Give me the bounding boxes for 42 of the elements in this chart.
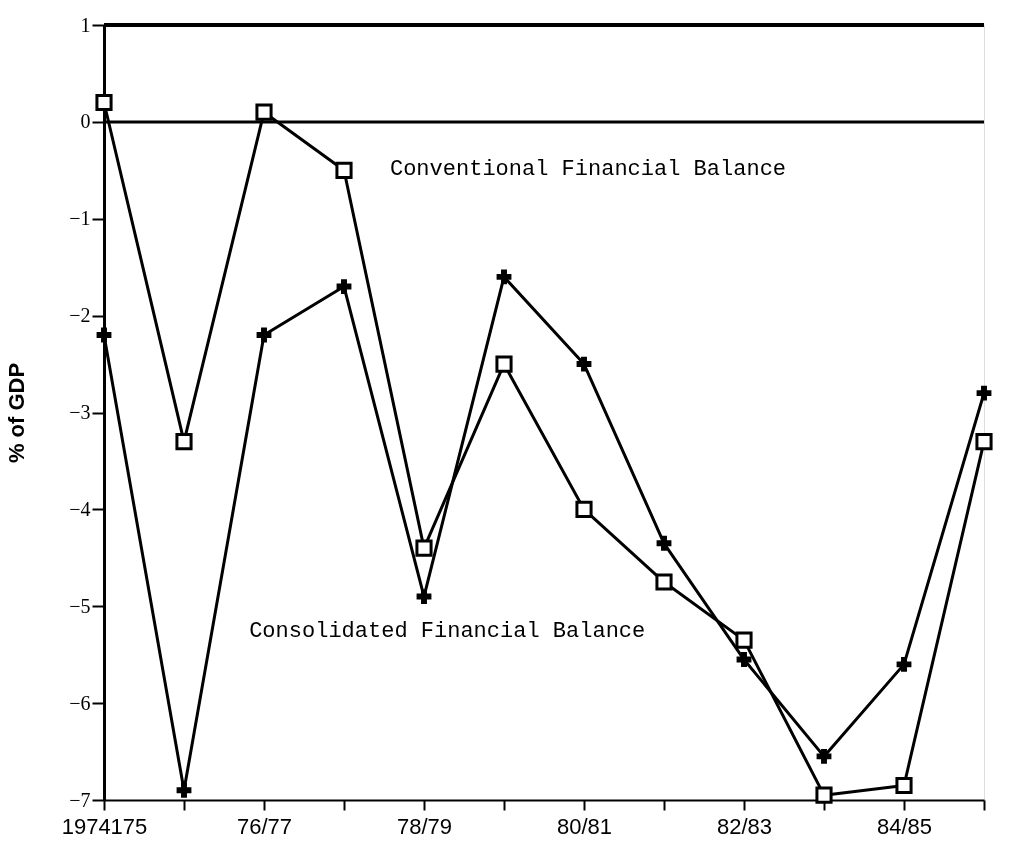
y-tick-label: −6 xyxy=(69,691,91,714)
y-tick-label: −1 xyxy=(69,207,91,230)
y-tick-label: −5 xyxy=(69,594,91,617)
y-tick-label: 0 xyxy=(80,110,91,133)
y-tick-label: 1 xyxy=(80,13,91,36)
point xyxy=(255,103,273,121)
point xyxy=(735,631,753,649)
point xyxy=(976,385,992,401)
point xyxy=(175,432,193,451)
point xyxy=(975,432,993,451)
x-tick-label: 1974175 xyxy=(61,813,148,839)
point xyxy=(656,535,672,551)
x-tick-label: 80/81 xyxy=(556,813,613,839)
y-axis-title: % of GDP xyxy=(4,362,30,464)
point xyxy=(736,652,752,667)
x-tick-label: 78/79 xyxy=(396,813,453,839)
point xyxy=(176,782,192,798)
point xyxy=(336,279,352,294)
point xyxy=(895,776,913,795)
point xyxy=(415,539,433,557)
point xyxy=(496,269,512,285)
point xyxy=(815,786,833,804)
y-tick-label: −4 xyxy=(69,497,91,520)
y-tick-label: −7 xyxy=(69,788,91,811)
point xyxy=(896,656,912,672)
point xyxy=(416,589,432,604)
point xyxy=(256,327,272,343)
point xyxy=(575,500,593,518)
point xyxy=(95,93,113,112)
point xyxy=(655,573,673,591)
point xyxy=(96,327,112,343)
point xyxy=(816,748,832,764)
x-tick-label: 84/85 xyxy=(876,813,933,839)
annotation: Consolidated Financial Balance xyxy=(249,618,646,644)
point xyxy=(495,355,513,373)
point xyxy=(576,356,592,372)
y-tick-label: −3 xyxy=(69,401,91,423)
annotation: Conventional Financial Balance xyxy=(389,157,787,183)
x-tick-label: 82/83 xyxy=(716,813,773,839)
point xyxy=(335,161,353,179)
y-tick-label: −2 xyxy=(69,304,91,327)
x-tick-label: 76/77 xyxy=(236,813,293,839)
